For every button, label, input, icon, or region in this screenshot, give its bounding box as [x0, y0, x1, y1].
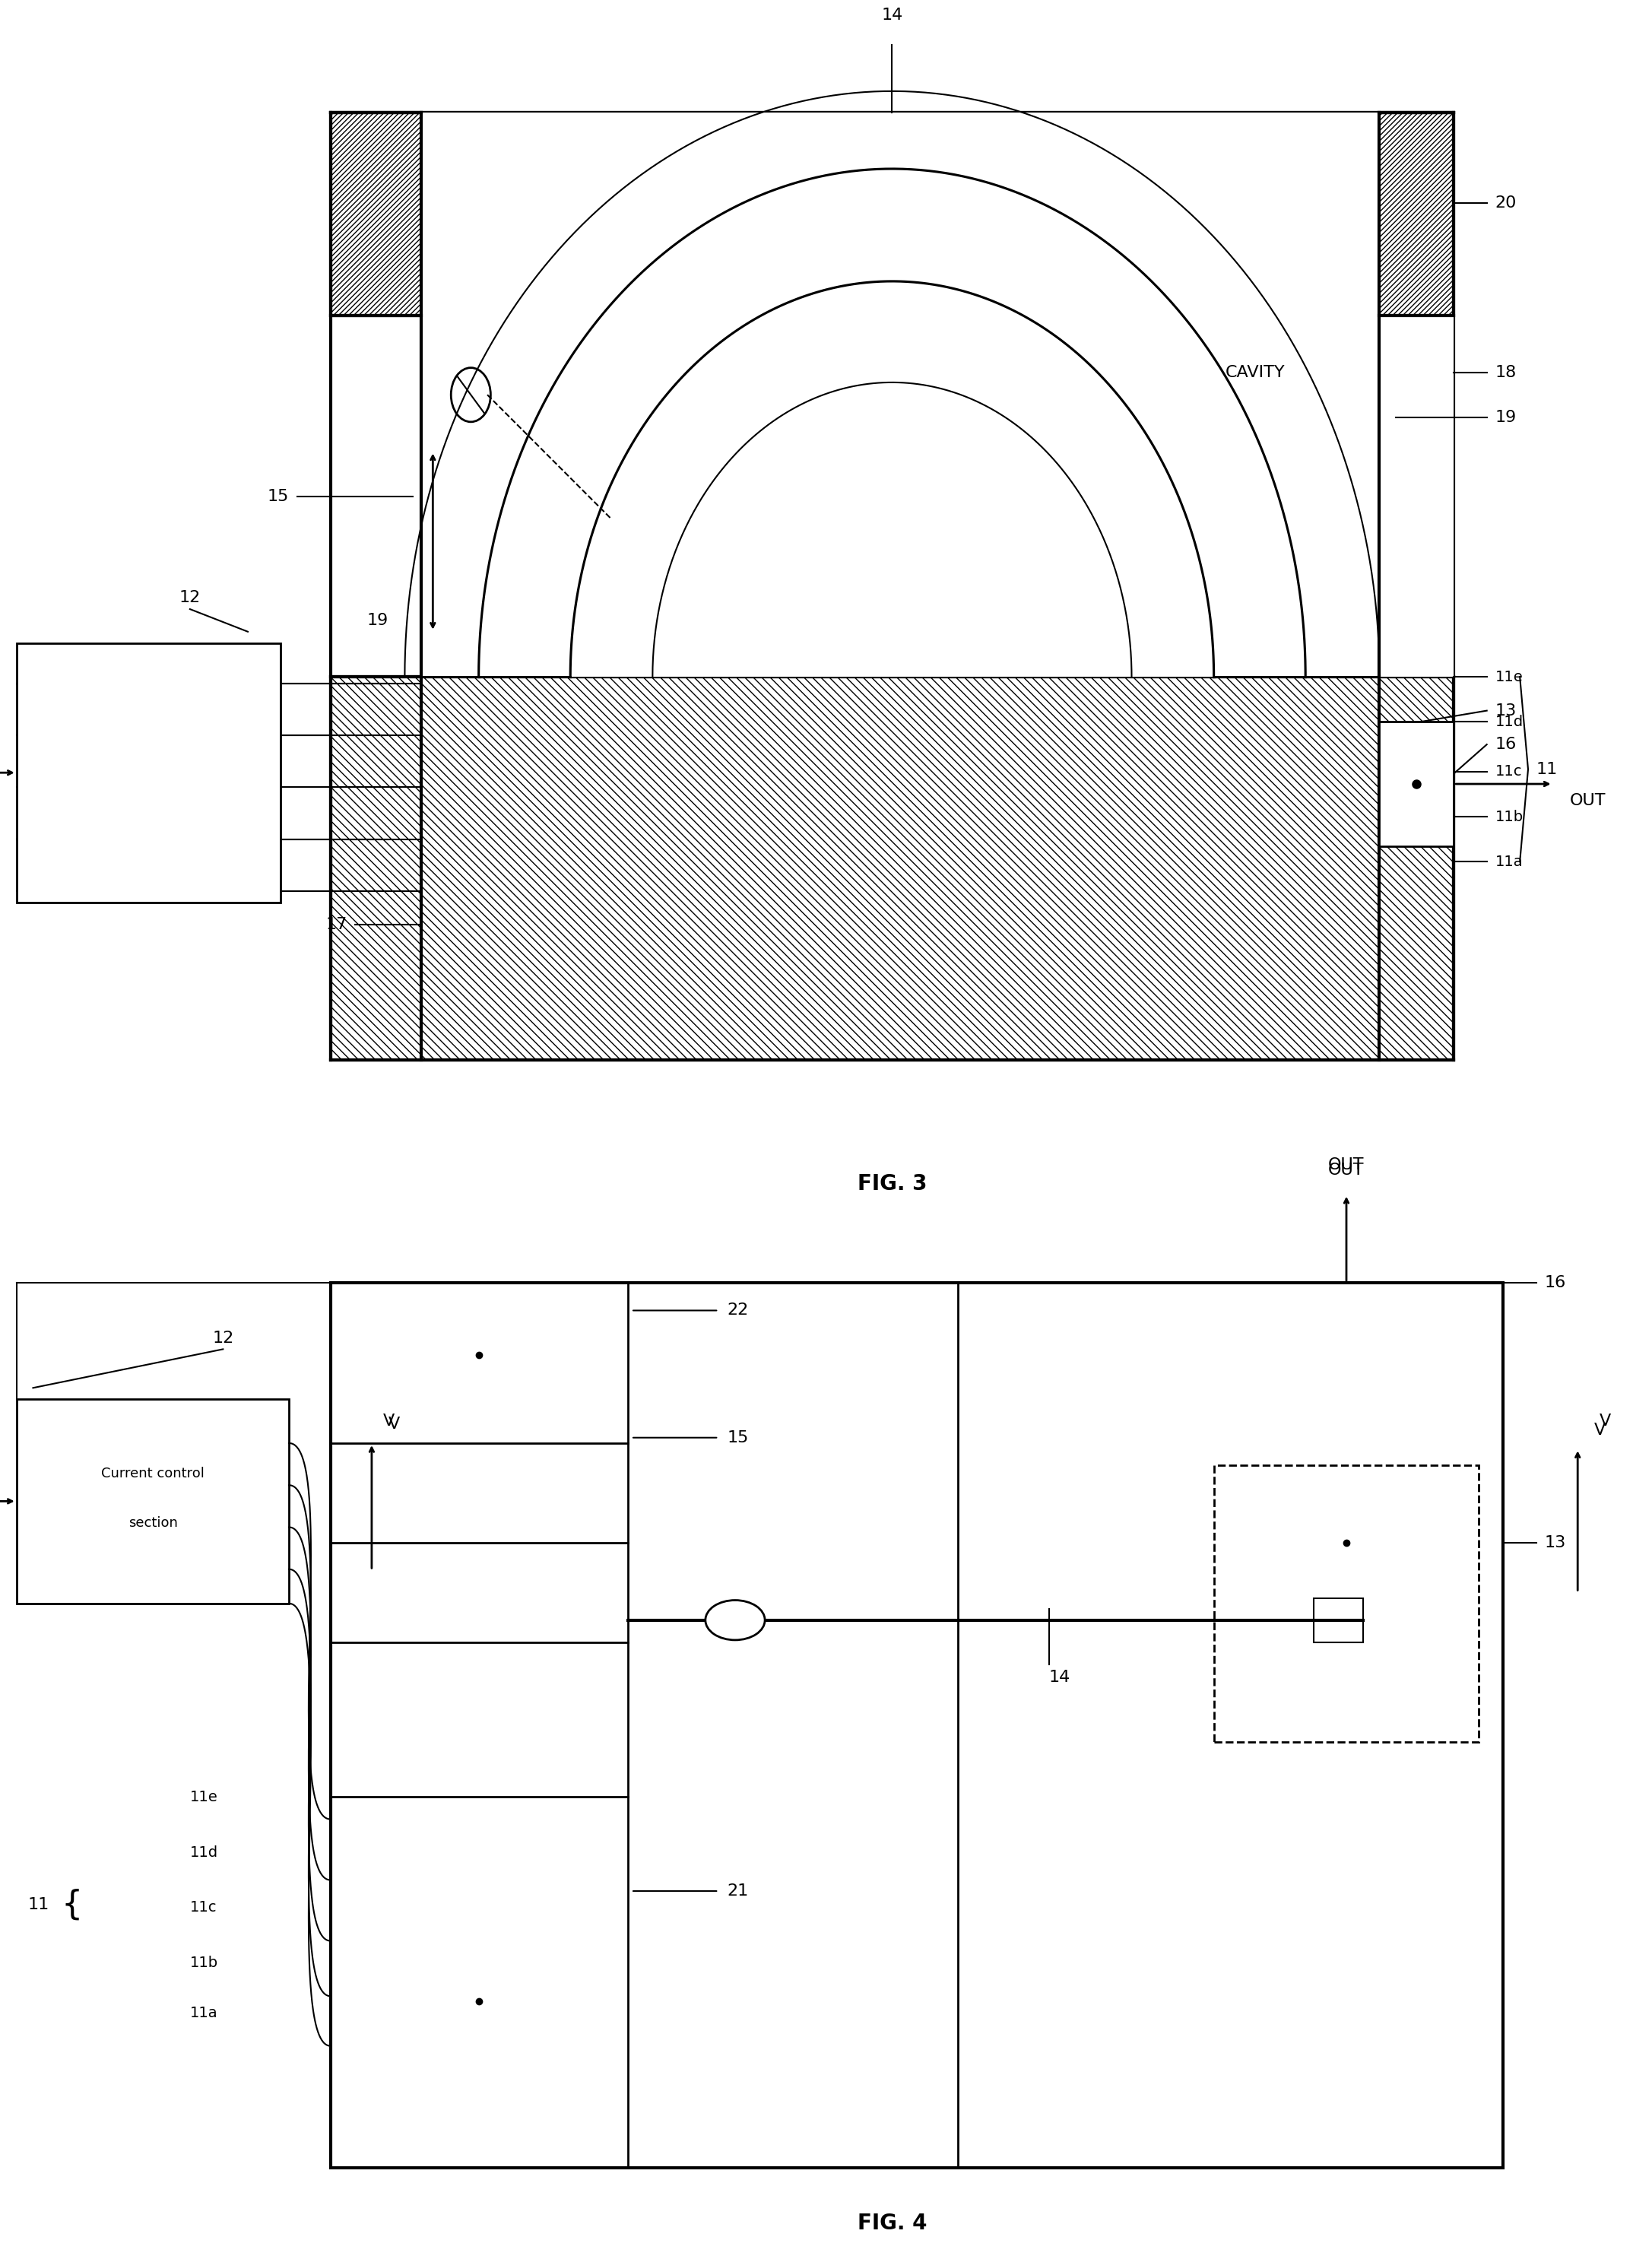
Text: 11b: 11b [1495, 810, 1523, 823]
Text: Current control: Current control [101, 1466, 205, 1480]
Text: FIG. 4: FIG. 4 [857, 2213, 927, 2233]
Text: 21: 21 [727, 1884, 748, 1900]
Bar [330, 677, 1454, 1060]
Text: OUT: OUT [1328, 1157, 1365, 1173]
Text: 19: 19 [1495, 411, 1517, 424]
Bar [1214, 1466, 1479, 1742]
Text: 11a: 11a [190, 2006, 218, 2019]
Text: V: V [1599, 1415, 1611, 1428]
Polygon shape [479, 169, 1305, 677]
Bar [1379, 316, 1454, 677]
Text: 11e: 11e [190, 1789, 218, 1805]
Text: 11c: 11c [190, 1900, 216, 1915]
Text: V: V [1594, 1424, 1606, 1437]
Text: 11c: 11c [1495, 765, 1521, 778]
Bar [17, 1399, 289, 1604]
Bar [330, 113, 1454, 316]
Text: 18: 18 [1495, 365, 1517, 379]
Bar [421, 316, 1379, 677]
Bar [17, 643, 281, 902]
Text: 17: 17 [325, 918, 347, 932]
Text: 14: 14 [1049, 1669, 1070, 1685]
Bar [421, 113, 1379, 316]
Text: section: section [124, 805, 173, 821]
Text: 15: 15 [268, 490, 289, 503]
Text: 11d: 11d [190, 1845, 218, 1859]
Text: V: V [383, 1415, 395, 1428]
Text: 15: 15 [727, 1430, 748, 1446]
Text: 14: 14 [881, 7, 904, 23]
Text: V: V [388, 1417, 400, 1433]
Text: OUT: OUT [1328, 1162, 1365, 1178]
Text: {: { [61, 1888, 83, 1922]
Text: FIG. 3: FIG. 3 [857, 1173, 927, 1193]
Text: 11e: 11e [1495, 670, 1523, 684]
Text: 11: 11 [1536, 763, 1558, 776]
Bar [1379, 722, 1454, 846]
Text: 11b: 11b [190, 1956, 218, 1969]
Text: 13: 13 [1545, 1534, 1566, 1550]
Bar [330, 1284, 1503, 2168]
Text: section: section [129, 1516, 177, 1530]
Text: 13: 13 [1495, 704, 1517, 717]
Text: CAVITY: CAVITY [1226, 365, 1285, 379]
Text: 11a: 11a [1495, 855, 1523, 869]
Text: 22: 22 [727, 1304, 748, 1318]
Text: 19: 19 [367, 614, 388, 627]
Text: 16: 16 [1495, 738, 1517, 751]
Bar [1313, 1597, 1363, 1642]
Text: 16: 16 [1545, 1275, 1566, 1290]
Circle shape [705, 1600, 765, 1640]
Text: 11: 11 [28, 1897, 50, 1913]
Text: OUT: OUT [1569, 794, 1606, 808]
Text: Current control: Current control [97, 715, 200, 731]
Text: 12: 12 [178, 591, 202, 605]
Text: 12: 12 [211, 1331, 235, 1347]
Text: 20: 20 [1495, 196, 1517, 210]
Text: 11d: 11d [1495, 715, 1523, 729]
